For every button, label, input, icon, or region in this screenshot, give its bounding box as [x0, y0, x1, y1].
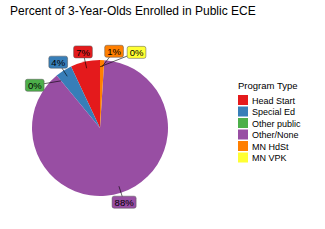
- label-box: [49, 56, 68, 68]
- legend-label: MN VPK: [252, 153, 287, 163]
- label-box: [127, 46, 146, 58]
- label-text: 7%: [76, 47, 90, 58]
- label-text: 88%: [115, 197, 135, 208]
- pie-slice: [32, 60, 168, 196]
- legend-label: Other/None: [252, 130, 299, 140]
- label-text: 1%: [107, 46, 121, 57]
- pie: 7% 4% 0% 88% 1% 0%: [25, 45, 168, 208]
- label-text: 0%: [28, 80, 42, 91]
- data-label: 4%: [49, 56, 68, 68]
- label-box: [105, 45, 124, 57]
- legend-swatch: [238, 118, 248, 128]
- legend-label: Other public: [252, 119, 301, 129]
- legend-swatch: [238, 153, 248, 163]
- label-box: [112, 196, 136, 208]
- data-label: 0%: [25, 79, 44, 91]
- legend-swatch: [238, 141, 248, 151]
- label-box: [25, 79, 44, 91]
- label-text: 4%: [51, 57, 65, 68]
- data-label: 1%: [105, 45, 124, 57]
- chart-title: Percent of 3-Year-Olds Enrolled in Publi…: [10, 4, 256, 18]
- legend-label: MN HdSt: [252, 142, 289, 152]
- data-label: 7%: [74, 46, 93, 58]
- legend-swatch: [238, 95, 248, 105]
- legend: Program Type Head StartSpecial Ed Other pu…: [238, 80, 301, 163]
- legend-swatch: [238, 130, 248, 140]
- data-label: 88%: [112, 196, 136, 208]
- legend-title: Program Type: [238, 80, 298, 91]
- legend-label: Special Ed: [252, 107, 295, 117]
- legend-label: Head Start: [252, 96, 296, 106]
- chart: Percent of 3-Year-Olds Enrolled in Publi…: [0, 0, 325, 229]
- pie-slice: [100, 60, 101, 128]
- data-labels: 7% 4% 0% 88% 1% 0%: [25, 45, 146, 208]
- pie-slice: [100, 60, 104, 128]
- label-text: 0%: [130, 47, 144, 58]
- data-label: 0%: [127, 46, 146, 58]
- legend-swatch: [238, 107, 248, 117]
- label-box: [74, 46, 93, 58]
- leader-lines: [35, 51, 137, 202]
